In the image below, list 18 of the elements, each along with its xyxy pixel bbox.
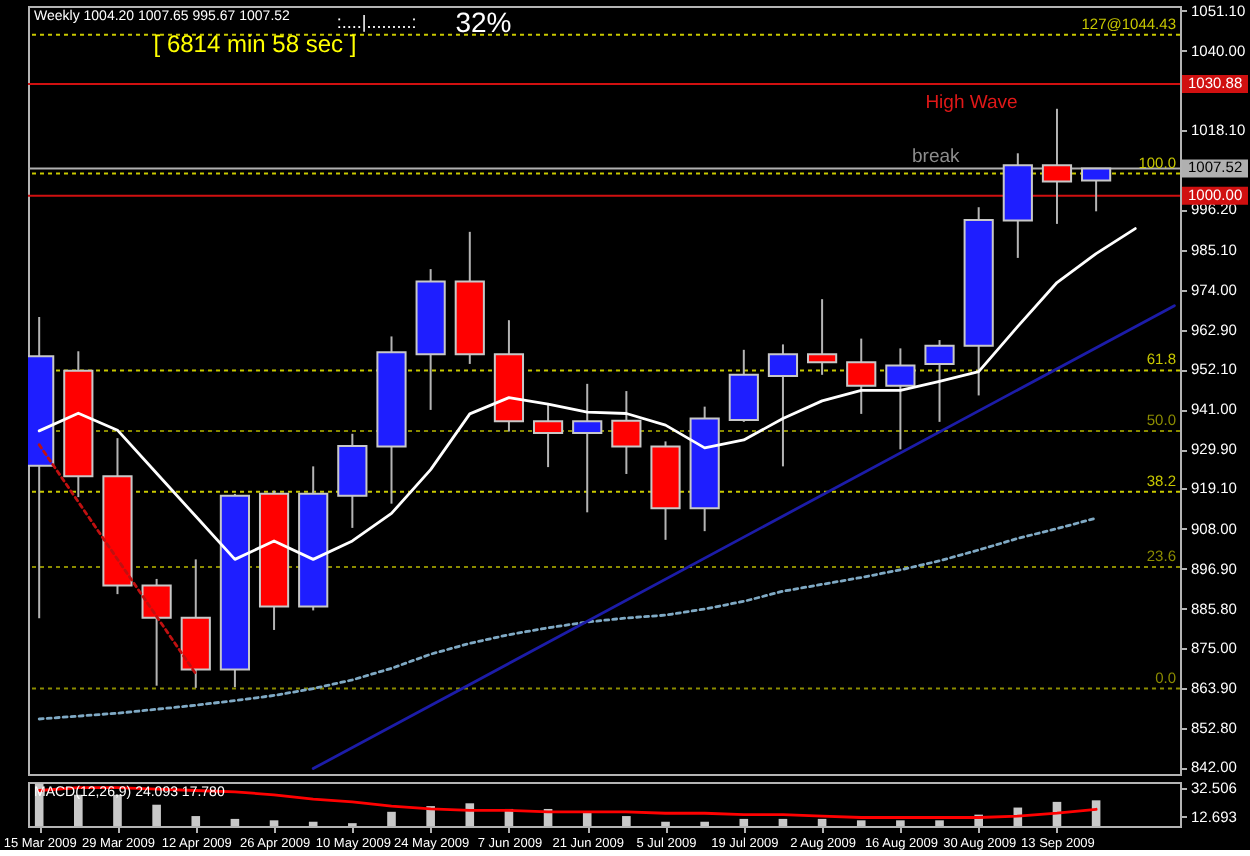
candlestick	[728, 348, 759, 423]
candlestick	[807, 298, 838, 376]
annotation: :....|.........:	[336, 12, 417, 32]
line-series	[37, 786, 1098, 819]
candlestick	[532, 402, 564, 469]
candlestick	[611, 390, 642, 475]
annotation: break	[912, 146, 961, 168]
annotation: [ 6814 min 58 sec ]	[153, 30, 357, 58]
candlestick	[924, 339, 955, 423]
line-series	[37, 516, 1098, 721]
candlestick	[846, 337, 877, 415]
candlestick	[141, 577, 172, 687]
annotation: 32%	[455, 6, 512, 38]
annotation: High Wave	[925, 92, 1018, 114]
candlestick	[767, 343, 799, 468]
candlestick	[885, 347, 916, 451]
line-series	[37, 227, 1137, 561]
candlestick	[572, 382, 603, 514]
